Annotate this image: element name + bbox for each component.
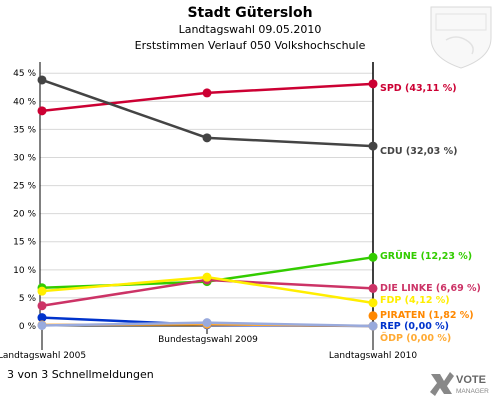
series-label-PIRATEN: PIRATEN (1,82 %) xyxy=(380,310,474,321)
y-tick-label: 20 % xyxy=(13,210,36,220)
series-points xyxy=(37,75,378,331)
data-point-DIE LINKE xyxy=(368,283,378,293)
series-label-SPD: SPD (43,11 %) xyxy=(380,83,457,94)
y-tick-label: 0 % xyxy=(19,322,37,332)
footer-status: 3 von 3 Schnellmeldungen xyxy=(7,368,154,381)
chart-subtitle-date: Landtagswahl 09.05.2010 xyxy=(179,23,322,36)
x-axis-ticks: Landtagswahl 2005 Bundestagswahl 2009 Land… xyxy=(0,326,417,361)
y-tick-label: 25 % xyxy=(13,182,36,192)
series-label-DIE LINKE: DIE LINKE (6,69 %) xyxy=(380,283,481,294)
y-tick-label: 15 % xyxy=(13,238,36,248)
series-label-FDP: FDP (4,12 %) xyxy=(380,295,450,306)
data-point-SPD xyxy=(368,79,378,89)
data-point-Sonstige xyxy=(202,318,212,328)
data-point-GRÜNE xyxy=(368,252,378,262)
series-label-GRÜNE: GRÜNE (12,23 %) xyxy=(380,251,472,262)
data-point-CDU xyxy=(37,75,47,85)
coat-of-arms-icon xyxy=(430,6,492,69)
series-label-REP: REP (0,00 %) xyxy=(380,321,449,332)
y-tick-label: 5 % xyxy=(19,294,37,304)
y-tick-label: 35 % xyxy=(13,125,36,135)
chart-title: Stadt Gütersloh xyxy=(187,5,312,21)
brand-text-vote: VOTE xyxy=(456,374,486,386)
vote-manager-logo: VOTE MANAGER xyxy=(428,368,496,398)
series-labels: SPD (43,11 %) CDU (32,03 %) GRÜNE (12,23 %… xyxy=(380,83,481,344)
data-point-REP xyxy=(37,313,47,323)
chart-subtitle-district: Erststimmen Verlauf 050 Volkshochschule xyxy=(135,39,366,52)
y-axis-ticks: 0 % 5 % 10 % 15 % 20 % 25 % 30 % 35 % 40 % 45 % xyxy=(13,69,36,332)
brand-text-manager: MANAGER xyxy=(456,388,489,395)
series-lines xyxy=(41,78,374,328)
x-tick-label: Landtagswahl 2005 xyxy=(0,351,86,361)
data-point-SPD xyxy=(202,88,212,98)
y-tick-label: 30 % xyxy=(13,153,36,163)
data-point-FDP xyxy=(37,286,47,296)
series-label-CDU: CDU (32,03 %) xyxy=(380,146,457,157)
x-tick-label: Landtagswahl 2010 xyxy=(329,351,418,361)
x-tick-label: Bundestagswahl 2009 xyxy=(158,335,258,345)
y-tick-label: 40 % xyxy=(13,97,36,107)
data-point-FDP xyxy=(202,272,212,282)
data-point-Sonstige xyxy=(37,320,47,330)
data-point-SPD xyxy=(37,106,47,116)
series-label-ÖDP: ÖDP (0,00 %) xyxy=(380,333,451,344)
data-point-DIE LINKE xyxy=(37,301,47,311)
data-point-PIRATEN xyxy=(368,311,378,321)
data-point-FDP xyxy=(368,298,378,308)
y-tick-label: 45 % xyxy=(13,69,36,79)
data-point-Sonstige xyxy=(368,321,378,331)
y-tick-label: 10 % xyxy=(13,266,36,276)
vote-manager-icon: VOTE MANAGER xyxy=(430,372,489,396)
data-point-CDU xyxy=(368,141,378,151)
data-point-CDU xyxy=(202,133,212,143)
